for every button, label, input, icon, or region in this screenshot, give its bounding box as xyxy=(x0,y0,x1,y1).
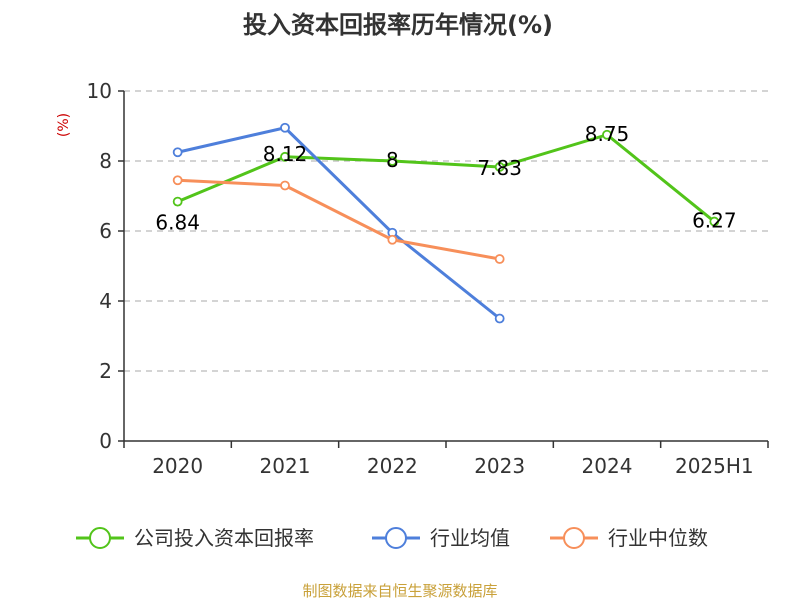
data-point xyxy=(280,180,290,191)
data-label: 6.27 xyxy=(692,209,737,233)
x-tick-label: 2025H1 xyxy=(675,454,754,478)
data-point xyxy=(172,196,183,207)
data-point xyxy=(172,175,183,186)
x-tick-label: 2024 xyxy=(582,454,633,478)
data-label: 6.84 xyxy=(155,211,200,235)
data-point xyxy=(280,122,290,133)
legend-marker xyxy=(385,527,407,549)
legend-marker xyxy=(563,527,585,549)
data-point xyxy=(494,254,505,264)
gridlines xyxy=(124,90,768,372)
chart-title: 投入资本回报率历年情况(%) xyxy=(243,11,553,39)
data-point xyxy=(494,313,505,324)
y-tick-label: 0 xyxy=(99,429,112,453)
source-note: 制图数据来自恒生聚源数据库 xyxy=(302,582,497,600)
legend-label: 公司投入资本回报率 xyxy=(134,526,314,550)
x-tick-label: 2020 xyxy=(152,454,203,478)
series-line-0 xyxy=(177,133,716,223)
data-point xyxy=(280,151,290,162)
data-point xyxy=(387,234,398,245)
y-tick-label: 4 xyxy=(99,289,112,313)
legend: 公司投入资本回报率 行业均值 行业中位数 xyxy=(76,526,708,550)
y-tick-label: 10 xyxy=(87,79,112,103)
legend-label: 行业均值 xyxy=(430,526,510,550)
y-tick-label: 6 xyxy=(99,219,112,243)
x-tick-label: 2023 xyxy=(474,454,525,478)
data-point xyxy=(602,129,612,140)
data-label: 8.75 xyxy=(585,122,630,146)
data-label: 8.12 xyxy=(263,142,308,166)
series-line-1 xyxy=(177,126,501,320)
data-point xyxy=(709,216,720,227)
x-tick-label: 2022 xyxy=(367,454,418,478)
data-labels: 6.84 8.12 8 7.83 8.75 6.27 xyxy=(155,122,736,235)
axes: 0 2 4 6 8 10 2020 2021 2022 2023 2024 2025H1 xyxy=(87,79,769,478)
data-point xyxy=(172,147,183,158)
data-point xyxy=(387,156,398,166)
legend-label: 行业中位数 xyxy=(608,526,708,550)
series-group xyxy=(172,122,720,324)
y-tick-label: 8 xyxy=(99,149,112,173)
data-point xyxy=(494,162,505,172)
x-tick-label: 2021 xyxy=(260,454,311,478)
data-label: 7.83 xyxy=(477,156,522,180)
y-axis-label: (%) xyxy=(56,113,72,137)
y-tick-label: 2 xyxy=(99,359,112,383)
series-line-2 xyxy=(177,178,500,261)
legend-marker xyxy=(89,527,111,549)
data-label: 8 xyxy=(386,148,399,172)
